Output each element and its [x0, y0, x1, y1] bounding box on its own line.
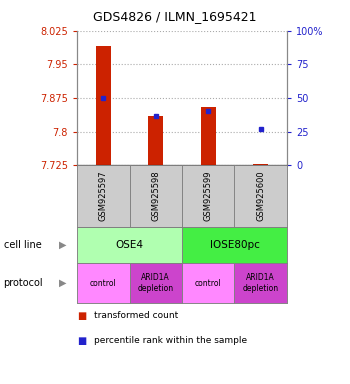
Bar	[96, 46, 111, 165]
Text: transformed count: transformed count	[94, 311, 179, 320]
Text: cell line: cell line	[4, 240, 41, 250]
Text: ▶: ▶	[59, 278, 67, 288]
Text: OSE4: OSE4	[116, 240, 144, 250]
Text: control: control	[90, 279, 117, 288]
Text: ARID1A
depletion: ARID1A depletion	[243, 273, 279, 293]
Text: control: control	[195, 279, 222, 288]
Text: GSM925597: GSM925597	[99, 170, 108, 221]
Bar	[253, 164, 268, 165]
Text: GSM925600: GSM925600	[256, 170, 265, 221]
Text: ▶: ▶	[59, 240, 67, 250]
Text: GSM925599: GSM925599	[204, 170, 213, 221]
Text: IOSE80pc: IOSE80pc	[210, 240, 259, 250]
Bar	[201, 107, 216, 165]
Text: ■: ■	[77, 311, 86, 321]
Text: GSM925598: GSM925598	[151, 170, 160, 221]
Text: percentile rank within the sample: percentile rank within the sample	[94, 336, 248, 345]
Text: protocol: protocol	[4, 278, 43, 288]
Bar	[148, 116, 163, 165]
Text: GDS4826 / ILMN_1695421: GDS4826 / ILMN_1695421	[93, 10, 257, 23]
Text: ARID1A
depletion: ARID1A depletion	[138, 273, 174, 293]
Text: ■: ■	[77, 336, 86, 346]
